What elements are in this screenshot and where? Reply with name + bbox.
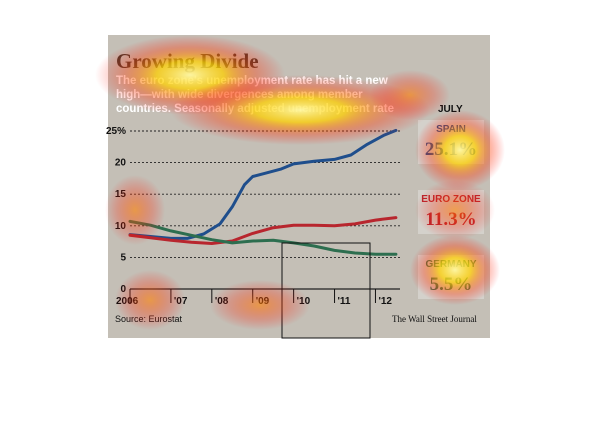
source-note: Source: Eurostat (115, 314, 183, 324)
y-tick-label: 5 (120, 252, 126, 263)
y-axis-ticks: 0 5 10 15 20 25% (106, 126, 126, 295)
credit-note: The Wall Street Journal (392, 314, 477, 324)
x-tick-label: '11 (338, 296, 351, 307)
y-tick-label: 0 (120, 284, 126, 295)
x-tick-label: '12 (378, 296, 392, 307)
series-line (128, 219, 398, 256)
callout-series-value: 11.3% (425, 209, 476, 230)
callout-series-name: EURO ZONE (421, 194, 481, 205)
x-tick-label: '08 (215, 296, 229, 307)
y-tick-label: 10 (115, 221, 127, 232)
callout-series-name: GERMANY (425, 259, 476, 270)
gridlines (130, 130, 400, 290)
callout-series-value: 5.5% (430, 274, 473, 295)
x-axis: 2006 '07 '08 '09 '10 '11 '12 (116, 289, 392, 307)
y-tick-label: 20 (115, 158, 127, 169)
column-header: JULY (438, 104, 463, 115)
x-tick-label: '09 (256, 296, 270, 307)
series-lines (128, 128, 398, 256)
series-line (128, 128, 398, 240)
series-callouts: SPAIN 25.1% EURO ZONE 11.3% GERMANY 5.5% (418, 120, 484, 299)
series-line (128, 216, 398, 245)
y-tick-label: 25% (106, 126, 126, 137)
x-tick-label: 2006 (116, 296, 139, 307)
callout-series-value: 25.1% (425, 139, 477, 160)
callout-series-name: SPAIN (436, 124, 466, 135)
y-tick-label: 15 (115, 189, 127, 200)
x-tick-label: '07 (174, 296, 188, 307)
x-tick-label: '10 (297, 296, 311, 307)
